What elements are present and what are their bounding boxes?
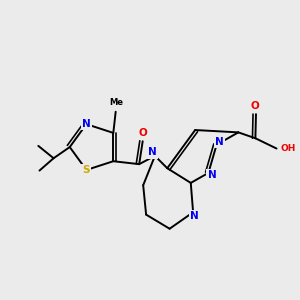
Text: N: N	[215, 137, 224, 147]
Text: N: N	[190, 211, 199, 221]
Text: Me: Me	[109, 98, 123, 107]
Text: S: S	[82, 165, 90, 175]
Text: N: N	[208, 170, 216, 180]
Text: OH: OH	[280, 144, 296, 153]
Text: N: N	[148, 147, 156, 157]
Text: O: O	[138, 128, 147, 138]
Text: O: O	[250, 101, 259, 111]
Text: N: N	[82, 119, 91, 129]
